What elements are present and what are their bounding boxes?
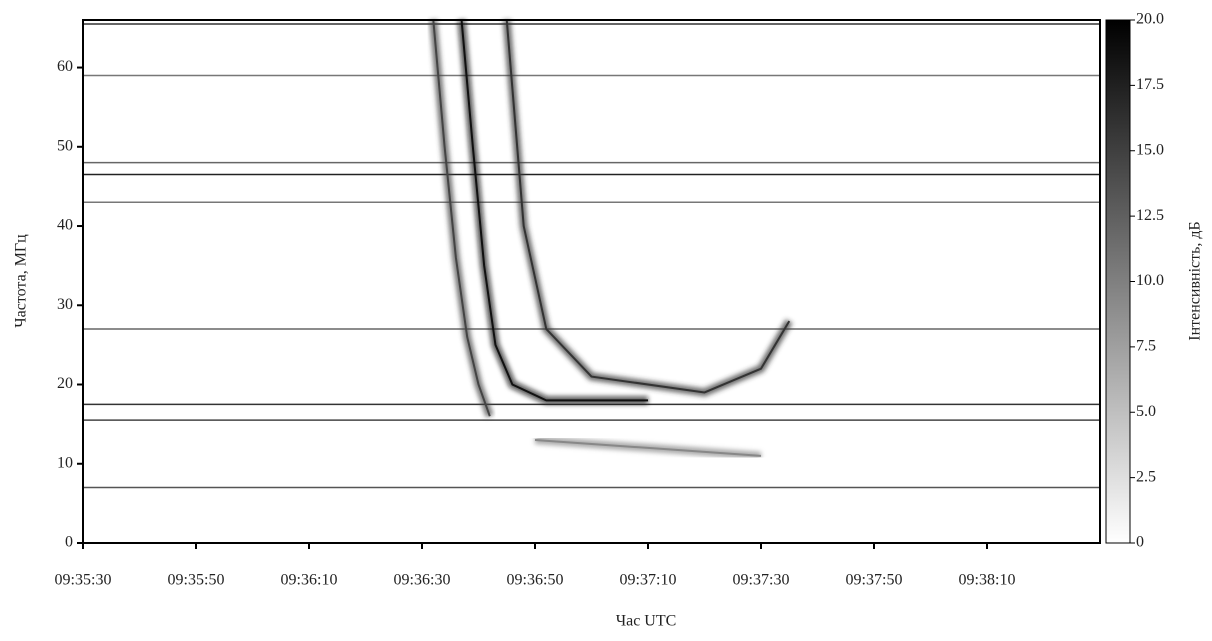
colorbar-tick-label: 10.0	[1136, 272, 1164, 289]
burst-ridge-core	[432, 19, 491, 417]
colorbar	[1105, 19, 1131, 544]
y-tick-label: 30	[57, 296, 73, 313]
colorbar-tick-label: 20.0	[1136, 11, 1164, 28]
plot-area	[83, 20, 1100, 543]
x-tick-label: 09:38:10	[959, 572, 1016, 589]
colorbar-tick-label: 12.5	[1136, 207, 1164, 224]
burst-ridge-core	[534, 438, 762, 457]
y-axis-label: Частота, МГц	[13, 234, 30, 328]
colorbar-tick-label: 7.5	[1136, 338, 1156, 355]
colorbar-tick-label: 5.0	[1136, 403, 1156, 420]
y-tick-label: 0	[65, 534, 73, 551]
burst-ridge-core	[460, 19, 648, 402]
colorbar-label: Інтенсивність, дБ	[1187, 221, 1204, 341]
x-tick-label: 09:37:10	[620, 572, 677, 589]
x-tick-label: 09:36:30	[394, 572, 451, 589]
plot-frame	[82, 19, 1101, 544]
y-tick-label: 40	[57, 217, 73, 234]
x-axis-label: Час UTC	[616, 613, 677, 630]
x-tick-label: 09:37:30	[733, 572, 790, 589]
x-tick-label: 09:37:50	[846, 572, 903, 589]
y-tick-label: 10	[57, 454, 73, 471]
x-tick-label: 09:36:10	[281, 572, 338, 589]
x-tick-label: 09:35:30	[55, 572, 112, 589]
x-tick-label: 09:35:50	[168, 572, 225, 589]
colorbar-tick-label: 17.5	[1136, 76, 1164, 93]
y-tick-label: 50	[57, 137, 73, 154]
burst-ridge-core	[505, 19, 791, 394]
colorbar-tick-label: 15.0	[1136, 141, 1164, 158]
y-tick-label: 60	[57, 58, 73, 75]
colorbar-tick-label: 2.5	[1136, 468, 1156, 485]
x-tick-label: 09:36:50	[507, 572, 564, 589]
colorbar-tick-label: 0	[1136, 534, 1144, 551]
y-tick-label: 20	[57, 375, 73, 392]
